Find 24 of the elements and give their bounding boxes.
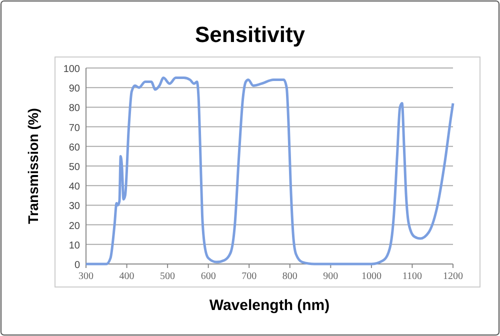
y-tick-label: 50	[68, 162, 80, 173]
y-axis-title: Transmission (%)	[25, 108, 41, 224]
x-tick-label: 1200	[443, 271, 463, 282]
y-tick-label: 100	[63, 64, 80, 75]
x-axis-title: Wavelength (nm)	[209, 297, 330, 314]
y-tick-label: 60	[68, 142, 80, 154]
x-tick-label: 700	[242, 271, 257, 282]
x-tick-label: 900	[323, 271, 338, 282]
x-tick-label: 1100	[402, 271, 422, 282]
x-tick-label: 600	[200, 271, 216, 282]
x-tick-label: 400	[119, 271, 134, 282]
y-tick-label: 70	[68, 122, 80, 134]
x-tick-label: 300	[78, 271, 94, 282]
x-tick-label: 1000	[361, 271, 382, 282]
chart-title: Sensitivity	[194, 22, 306, 47]
y-tick-label: 20	[68, 220, 80, 232]
x-tick-label: 800	[282, 271, 298, 282]
x-tick-label: 500	[160, 271, 176, 282]
y-tick-label: 80	[68, 103, 80, 114]
y-tick-label: 90	[68, 84, 80, 95]
y-tick-label: 30	[68, 201, 80, 212]
y-tick-label: 10	[68, 240, 80, 252]
y-tick-label: 0	[74, 260, 80, 271]
y-tick-label: 40	[68, 182, 80, 193]
